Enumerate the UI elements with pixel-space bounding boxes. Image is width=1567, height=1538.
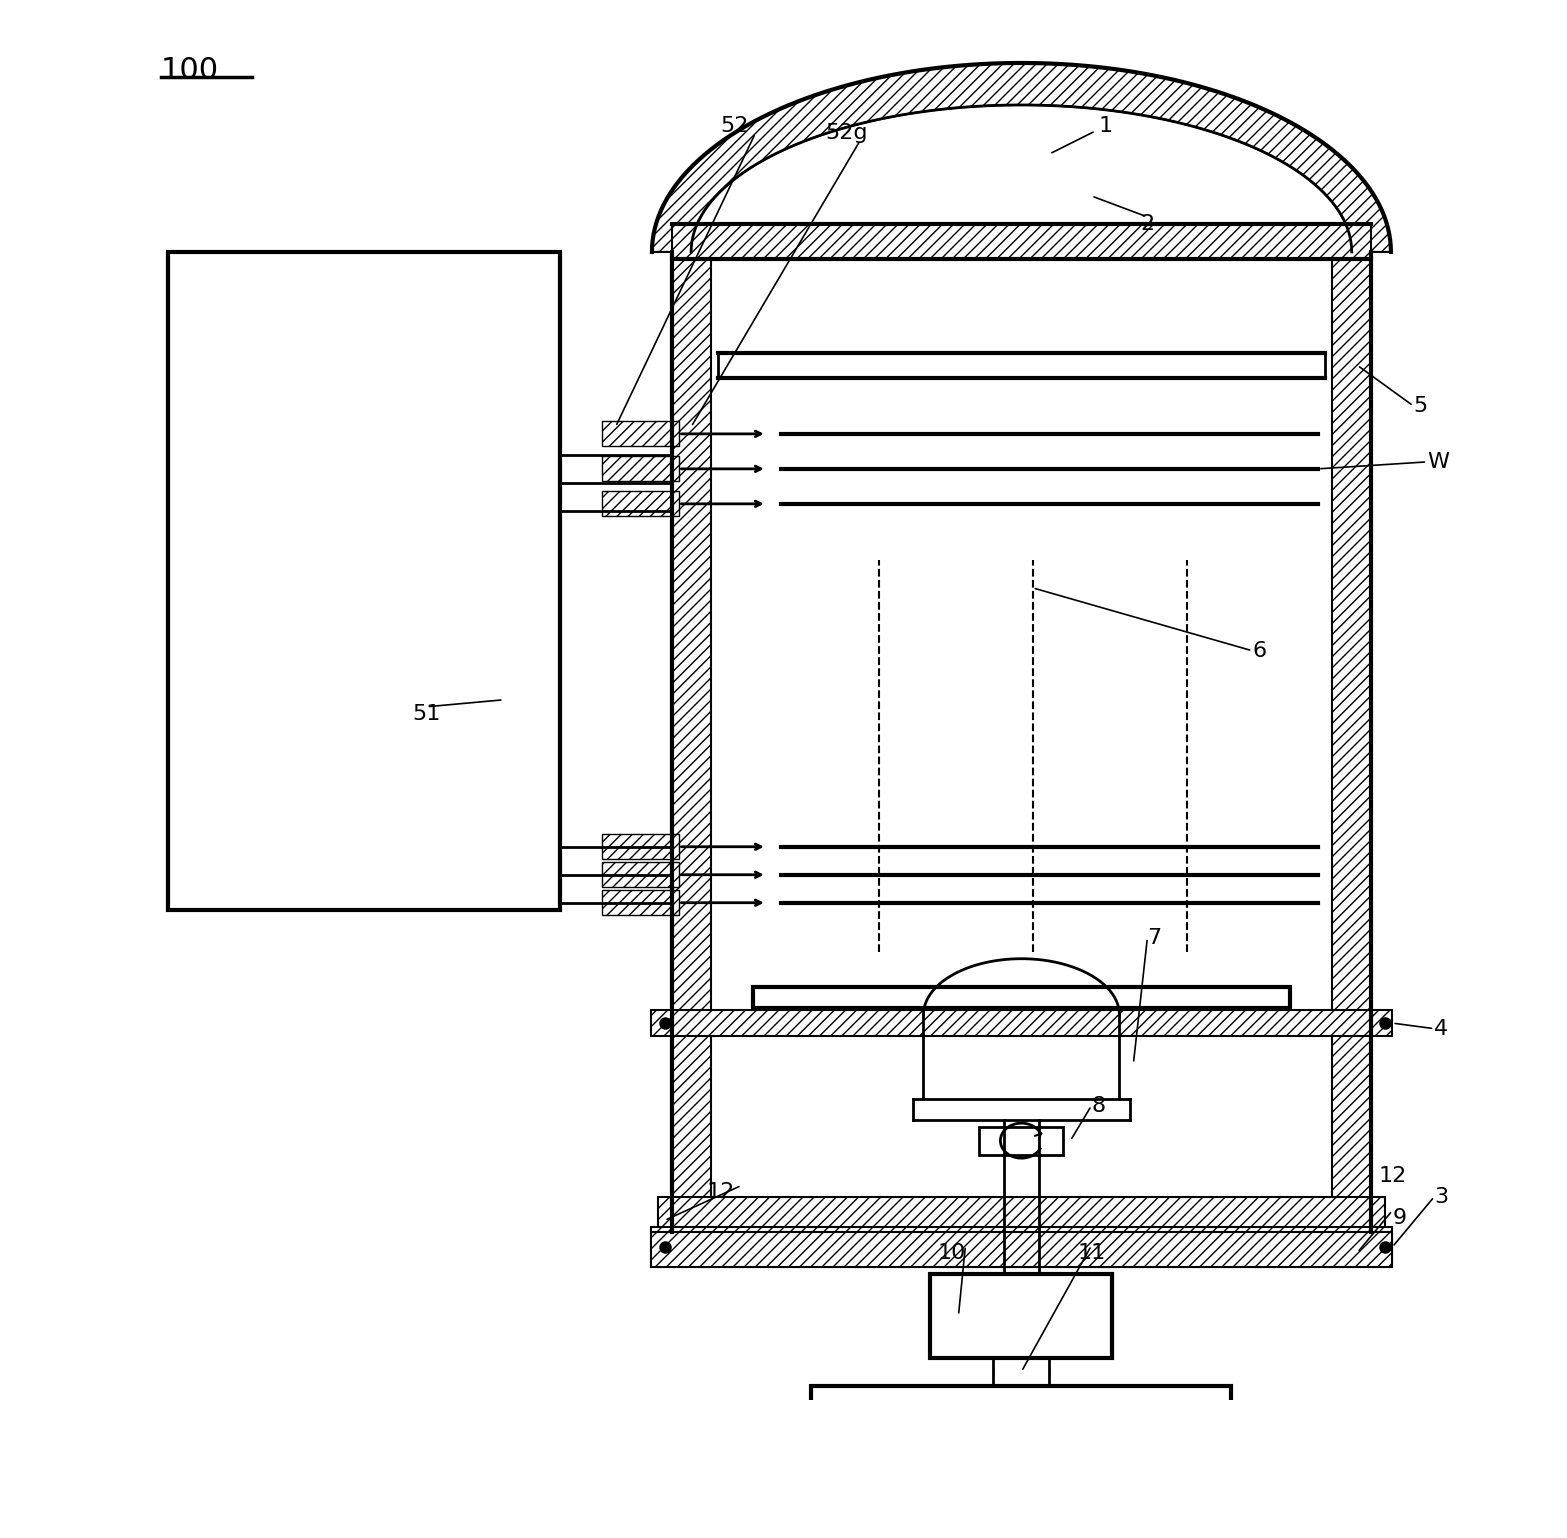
Bar (602, 421, 679, 446)
Bar (812, 1386, 1232, 1441)
Bar (602, 863, 679, 887)
Bar (931, 1273, 1113, 1358)
Text: 6: 6 (1252, 641, 1266, 661)
Text: 11: 11 (1077, 1243, 1106, 1263)
Bar (650, 1010, 1393, 1035)
Text: 7: 7 (1147, 927, 1161, 947)
Polygon shape (652, 63, 1391, 252)
Bar (672, 252, 711, 1232)
Text: 51: 51 (412, 704, 440, 724)
Text: 2: 2 (1141, 214, 1155, 234)
Text: 12: 12 (707, 1183, 735, 1203)
Text: 3: 3 (1434, 1187, 1448, 1207)
Bar (658, 1197, 1385, 1232)
Bar (752, 987, 1290, 1007)
Bar (718, 352, 1326, 378)
Bar (672, 225, 1371, 258)
Bar (168, 252, 559, 909)
Bar (650, 1232, 1393, 1267)
Text: 8: 8 (1091, 1095, 1106, 1115)
Bar (602, 834, 679, 860)
Bar (602, 491, 679, 517)
Bar (1332, 252, 1371, 1232)
Text: 5: 5 (1413, 395, 1428, 415)
Text: 9: 9 (1393, 1207, 1407, 1227)
Text: 1: 1 (1051, 115, 1113, 152)
Bar (650, 1227, 1393, 1267)
Text: 52g: 52g (826, 123, 868, 143)
Text: 12: 12 (1379, 1166, 1407, 1186)
Bar (979, 1127, 1064, 1155)
Text: W: W (1428, 452, 1449, 472)
Bar (602, 891, 679, 915)
Bar (602, 457, 679, 481)
Text: 52: 52 (721, 115, 749, 135)
Text: 10: 10 (937, 1243, 965, 1263)
Text: 4: 4 (1434, 1018, 1448, 1038)
Text: 100: 100 (161, 55, 219, 85)
